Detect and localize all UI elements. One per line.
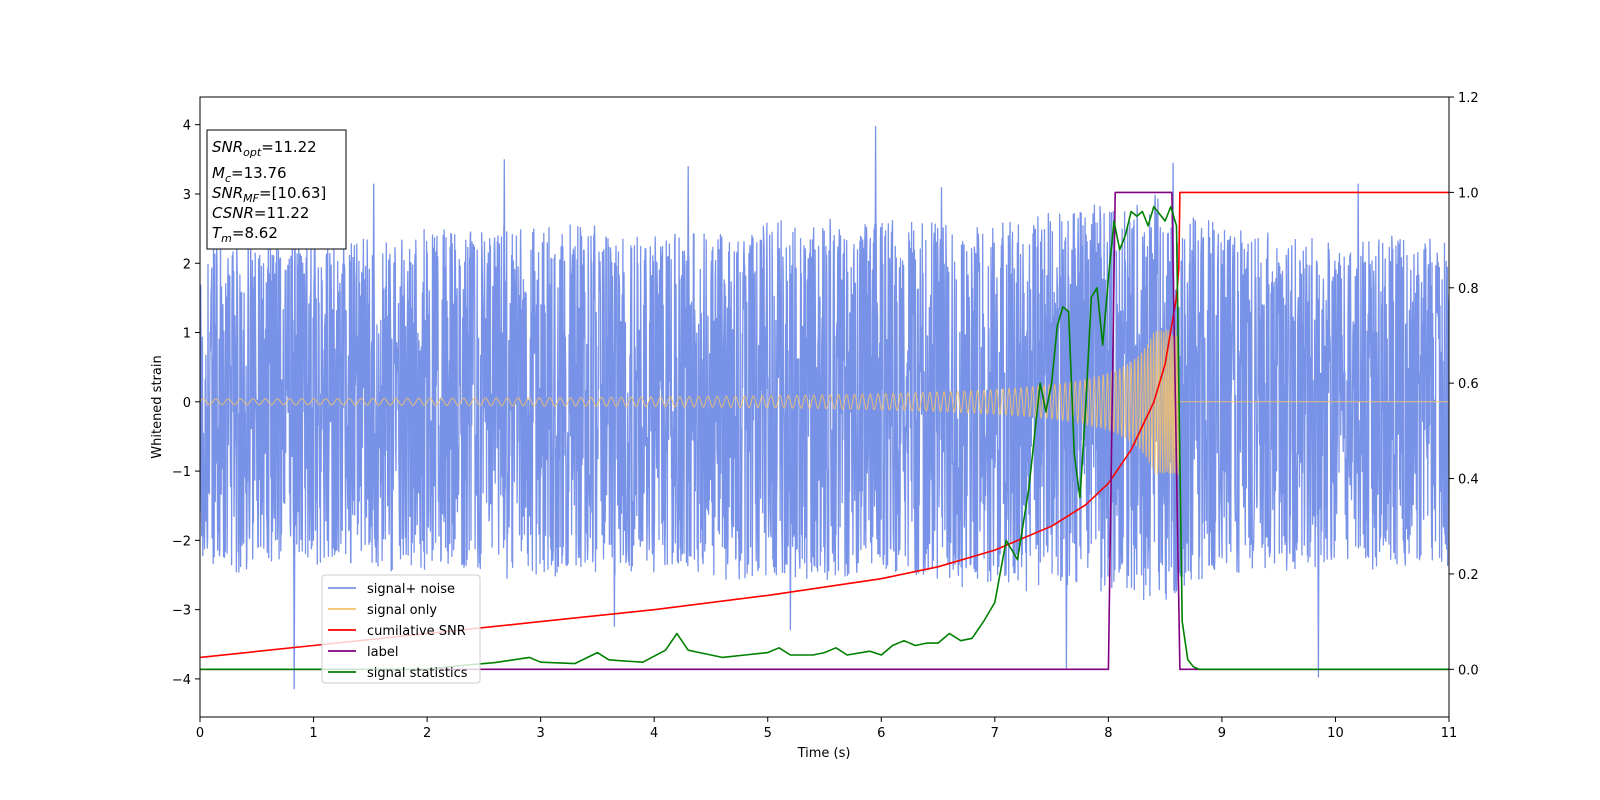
x-tick-label: 6	[877, 726, 885, 741]
y-left-tick-label: 3	[183, 188, 191, 203]
legend-cumulative-snr-label: cumilative SNR	[367, 624, 466, 639]
series-cumulative-snr-line	[200, 191, 1449, 659]
legend: signal+ noise signal only cumilative SNR la…	[321, 574, 481, 684]
series-signal-only-line	[200, 329, 1449, 475]
x-tick-label: 3	[536, 726, 544, 741]
x-tick-label: 7	[991, 726, 999, 741]
y-right-tick-label: 0.6	[1458, 377, 1479, 392]
x-tick-label: 2	[423, 726, 431, 741]
y-left-tick-label: −1	[172, 465, 191, 480]
y-left-tick-label: 2	[183, 257, 191, 272]
legend-signal-only-label: signal only	[367, 603, 437, 618]
info-snr-mf: SNRMF=[10.63]	[212, 184, 326, 205]
y-left-tick-label: 0	[183, 396, 191, 411]
legend-frame	[321, 574, 481, 684]
series-signal-noise-line	[200, 194, 1449, 601]
legend-signal-noise-label: signal+ noise	[367, 582, 455, 597]
y-left-tick-label: −3	[172, 604, 191, 619]
legend-signal-statistics-label: signal statistics	[367, 666, 468, 681]
y-left-tick-label: −2	[172, 534, 191, 549]
y-axis-label: Whitened strain	[150, 355, 165, 458]
x-tick-label: 10	[1327, 726, 1344, 741]
x-tick-label: 5	[764, 726, 772, 741]
y-right-tick-label: 0.4	[1458, 473, 1479, 488]
info-mc: Mc=13.76	[212, 164, 287, 185]
legend-label-label: label	[367, 645, 398, 660]
y-left-tick-label: −4	[172, 673, 191, 688]
y-left-tick-label: 1	[183, 327, 191, 342]
x-axis-label: Time (s)	[797, 746, 851, 761]
info-box: SNRopt=11.22 Mc=13.76 SNRMF=[10.63] CSNR…	[206, 129, 347, 250]
y-right-tick-label: 1.0	[1458, 186, 1479, 201]
y-right-tick-label: 0.8	[1458, 282, 1479, 297]
x-tick-label: 0	[196, 726, 204, 741]
info-snr-opt: SNRopt=11.22	[212, 138, 317, 159]
y-right-tick-label: 0.2	[1458, 568, 1479, 583]
x-tick-label: 11	[1441, 726, 1458, 741]
info-tm: Tm=8.62	[212, 224, 278, 245]
plot-frame	[199, 96, 1450, 718]
y-right-tick-label: 1.2	[1458, 91, 1479, 106]
x-tick-label: 4	[650, 726, 658, 741]
y-right-tick-label: 0.0	[1458, 663, 1479, 678]
info-csnr: CSNR=11.22	[212, 204, 309, 222]
x-tick-label: 1	[309, 726, 317, 741]
series-signal-statistics-line	[200, 205, 1449, 671]
info-box-frame	[206, 129, 347, 250]
y-left-tick-label: 4	[183, 119, 191, 134]
x-tick-label: 8	[1104, 726, 1112, 741]
x-tick-label: 9	[1218, 726, 1226, 741]
